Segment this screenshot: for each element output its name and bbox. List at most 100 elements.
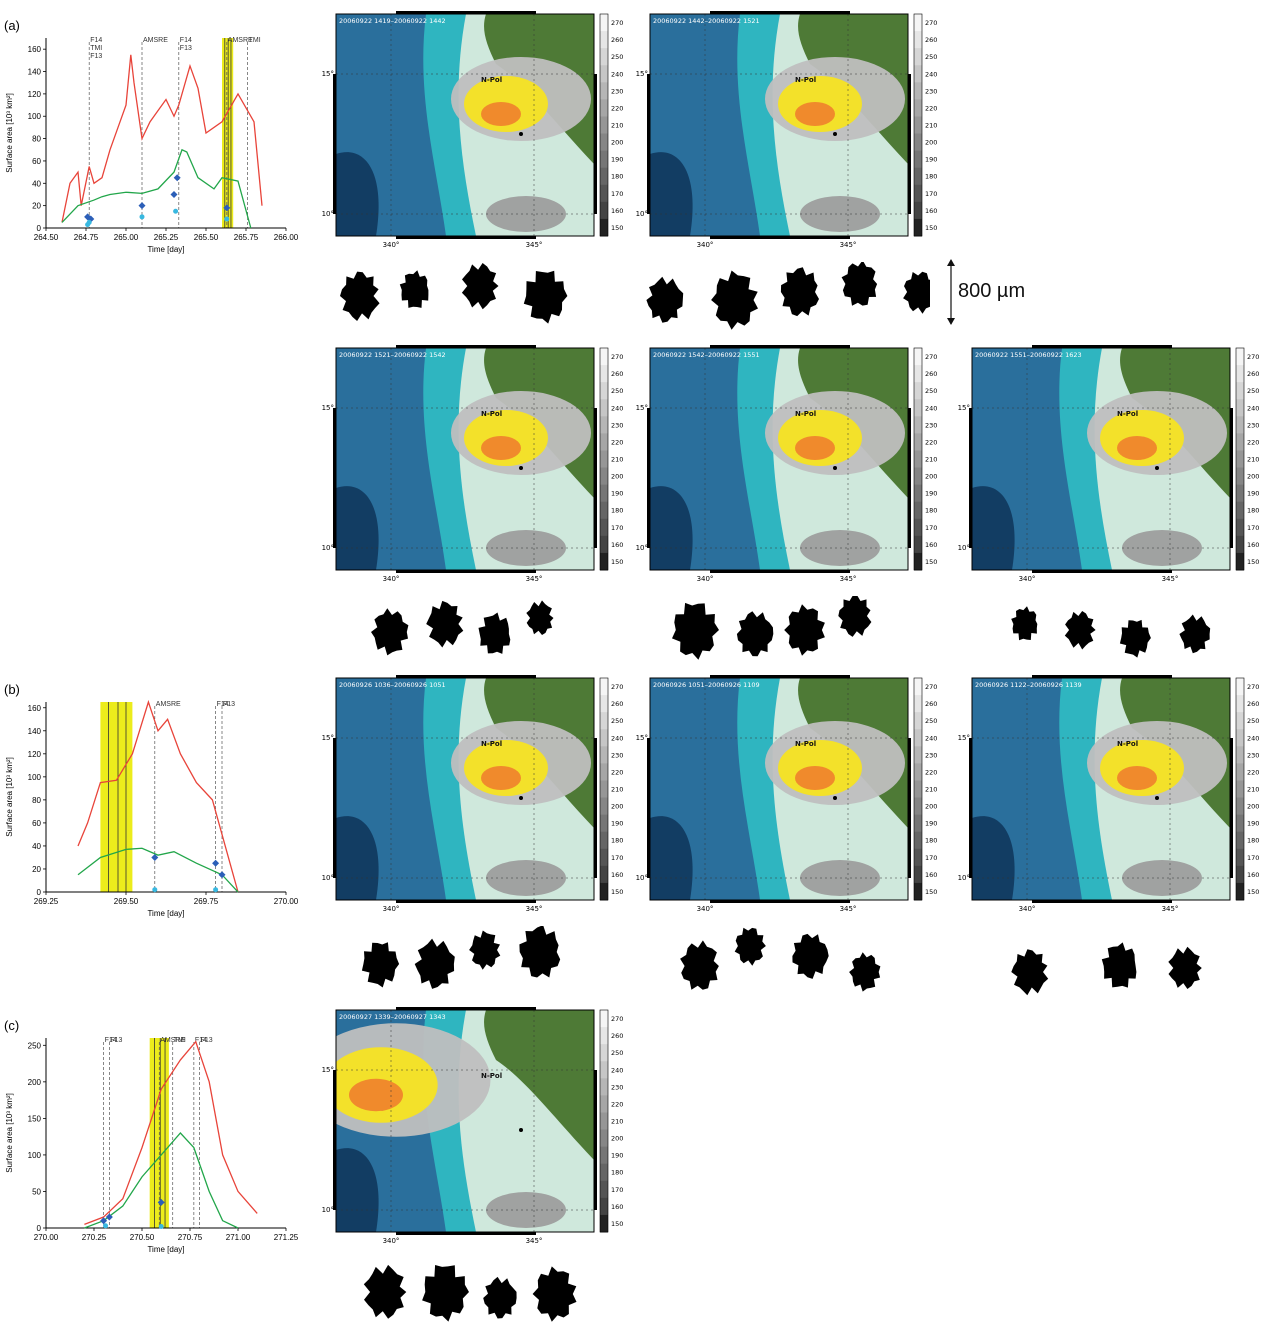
colorbar-tick-label: 240 bbox=[1247, 734, 1259, 742]
ice-particle-silhouette bbox=[672, 602, 719, 660]
city-label: N-Pol bbox=[1117, 410, 1138, 418]
chart-a: (a) F14 TMI F13 AMSRE F14 F13 AMSRE TMI 0 20 40 60 80… bbox=[0, 16, 300, 266]
map-title: 20060922 1521–20060922 1542 bbox=[339, 351, 446, 359]
colorbar-swatch bbox=[914, 501, 922, 520]
y-tick-label: 0 bbox=[37, 224, 42, 233]
map-frame-bar bbox=[396, 675, 536, 678]
y-tick-label: 40 bbox=[32, 842, 41, 851]
x-axis-label: Time [day] bbox=[147, 245, 184, 254]
y-tick-label: 80 bbox=[32, 796, 41, 805]
colorbar-tick-label: 250 bbox=[611, 53, 623, 61]
colorbar-tick-label: 200 bbox=[1247, 473, 1259, 481]
lat-label: 10° bbox=[636, 210, 648, 218]
deep-water bbox=[972, 486, 1015, 570]
city-label: N-Pol bbox=[1117, 740, 1138, 748]
colorbar-tick-label: 260 bbox=[611, 700, 623, 708]
colorbar-swatch bbox=[600, 184, 608, 203]
y-axis-label: Surface area [10³ km²] bbox=[5, 1093, 14, 1173]
colorbar-tick-label: 190 bbox=[925, 820, 937, 828]
colorbar-swatch bbox=[600, 1180, 608, 1199]
colorbar-swatch bbox=[914, 48, 922, 66]
colorbar-swatch bbox=[600, 133, 608, 152]
y-axis-label: Surface area [10³ km²] bbox=[5, 757, 14, 837]
colorbar-swatch bbox=[600, 99, 608, 117]
colorbar-swatch bbox=[1236, 763, 1244, 781]
colorbar-tick-label: 200 bbox=[611, 473, 623, 481]
ice-particle-silhouette bbox=[483, 1276, 517, 1319]
colorbar-swatch bbox=[914, 133, 922, 152]
series-blue-point bbox=[218, 871, 226, 879]
y-axis-label: Surface area [10³ km²] bbox=[5, 93, 14, 173]
y-tick-label: 0 bbox=[37, 888, 42, 897]
colorbar-tick-label: 220 bbox=[925, 104, 937, 112]
colorbar-tick-label: 270 bbox=[611, 19, 623, 27]
map-frame-bar bbox=[710, 345, 850, 348]
particle-row-4 bbox=[363, 1264, 577, 1322]
x-tick-label: 265.75 bbox=[234, 233, 259, 242]
colorbar-swatch bbox=[600, 65, 608, 83]
colorbar-swatch bbox=[914, 535, 922, 554]
ice-particle-silhouette bbox=[519, 926, 561, 978]
colorbar-swatch bbox=[914, 797, 922, 816]
lon-label: 340° bbox=[697, 575, 714, 583]
colorbar-tick-label: 260 bbox=[611, 36, 623, 44]
colorbar-tick-label: 150 bbox=[925, 224, 937, 232]
track-point bbox=[833, 796, 837, 800]
colorbar-tick-label: 160 bbox=[611, 541, 623, 549]
colorbar-swatch bbox=[1236, 348, 1244, 366]
highlight-band bbox=[222, 38, 234, 228]
colorbar-tick-label: 160 bbox=[1247, 871, 1259, 879]
colorbar-tick-label: 170 bbox=[925, 190, 937, 198]
colorbar-swatch bbox=[600, 167, 608, 186]
colorbar-tick-label: 170 bbox=[611, 1186, 623, 1194]
colorbar-swatch bbox=[914, 746, 922, 764]
y-tick-label: 0 bbox=[37, 1224, 42, 1233]
series-green-line bbox=[84, 1132, 239, 1229]
colorbar-tick-label: 160 bbox=[925, 541, 937, 549]
colorbar-tick-label: 270 bbox=[925, 683, 937, 691]
colorbar-swatch bbox=[914, 14, 922, 32]
lon-label: 345° bbox=[840, 241, 857, 249]
cloud-hot-core bbox=[795, 766, 835, 790]
lat-label: 15° bbox=[322, 404, 334, 412]
map-frame-bar bbox=[396, 11, 536, 14]
colorbar-tick-label: 210 bbox=[611, 456, 623, 464]
colorbar-swatch bbox=[600, 865, 608, 884]
series-cyan-point bbox=[152, 887, 158, 893]
colorbar-tick-label: 190 bbox=[611, 820, 623, 828]
colorbar-swatch bbox=[600, 1214, 608, 1233]
colorbar-frame bbox=[913, 347, 923, 571]
city-label: N-Pol bbox=[481, 740, 502, 748]
colorbar-swatch bbox=[914, 116, 922, 135]
colorbar-swatch bbox=[914, 780, 922, 799]
y-tick-label: 140 bbox=[28, 68, 42, 77]
colorbar-tick-label: 230 bbox=[925, 421, 937, 429]
colorbar-tick-label: 250 bbox=[1247, 717, 1259, 725]
series-green-line bbox=[77, 847, 239, 893]
colorbar-swatch bbox=[600, 1146, 608, 1165]
city-label: N-Pol bbox=[481, 410, 502, 418]
map-frame-bar bbox=[969, 408, 972, 548]
colorbar-swatch bbox=[914, 167, 922, 186]
x-axis-label: Time [day] bbox=[147, 1245, 184, 1254]
x-tick-label: 264.50 bbox=[34, 233, 59, 242]
ice-particle-silhouette bbox=[734, 927, 766, 966]
colorbar-swatch bbox=[600, 848, 608, 867]
lat-label: 15° bbox=[322, 1066, 334, 1074]
series-cyan-point bbox=[158, 1224, 164, 1230]
colorbar-frame bbox=[599, 347, 609, 571]
colorbar-tick-label: 180 bbox=[925, 837, 937, 845]
colorbar-tick-label: 270 bbox=[611, 353, 623, 361]
colorbar-tick-label: 190 bbox=[611, 1152, 623, 1160]
colorbar-tick-label: 250 bbox=[925, 53, 937, 61]
lat-label: 15° bbox=[958, 404, 970, 412]
ice-particle-silhouette bbox=[1011, 606, 1038, 641]
colorbar-swatch bbox=[1236, 416, 1244, 434]
colorbar-tick-label: 210 bbox=[925, 122, 937, 130]
colorbar-tick-label: 260 bbox=[925, 700, 937, 708]
track-point bbox=[519, 796, 523, 800]
colorbar-tick-label: 160 bbox=[1247, 541, 1259, 549]
colorbar-tick-label: 200 bbox=[925, 803, 937, 811]
colorbar-swatch bbox=[600, 416, 608, 434]
map-frame-bar bbox=[710, 11, 850, 14]
